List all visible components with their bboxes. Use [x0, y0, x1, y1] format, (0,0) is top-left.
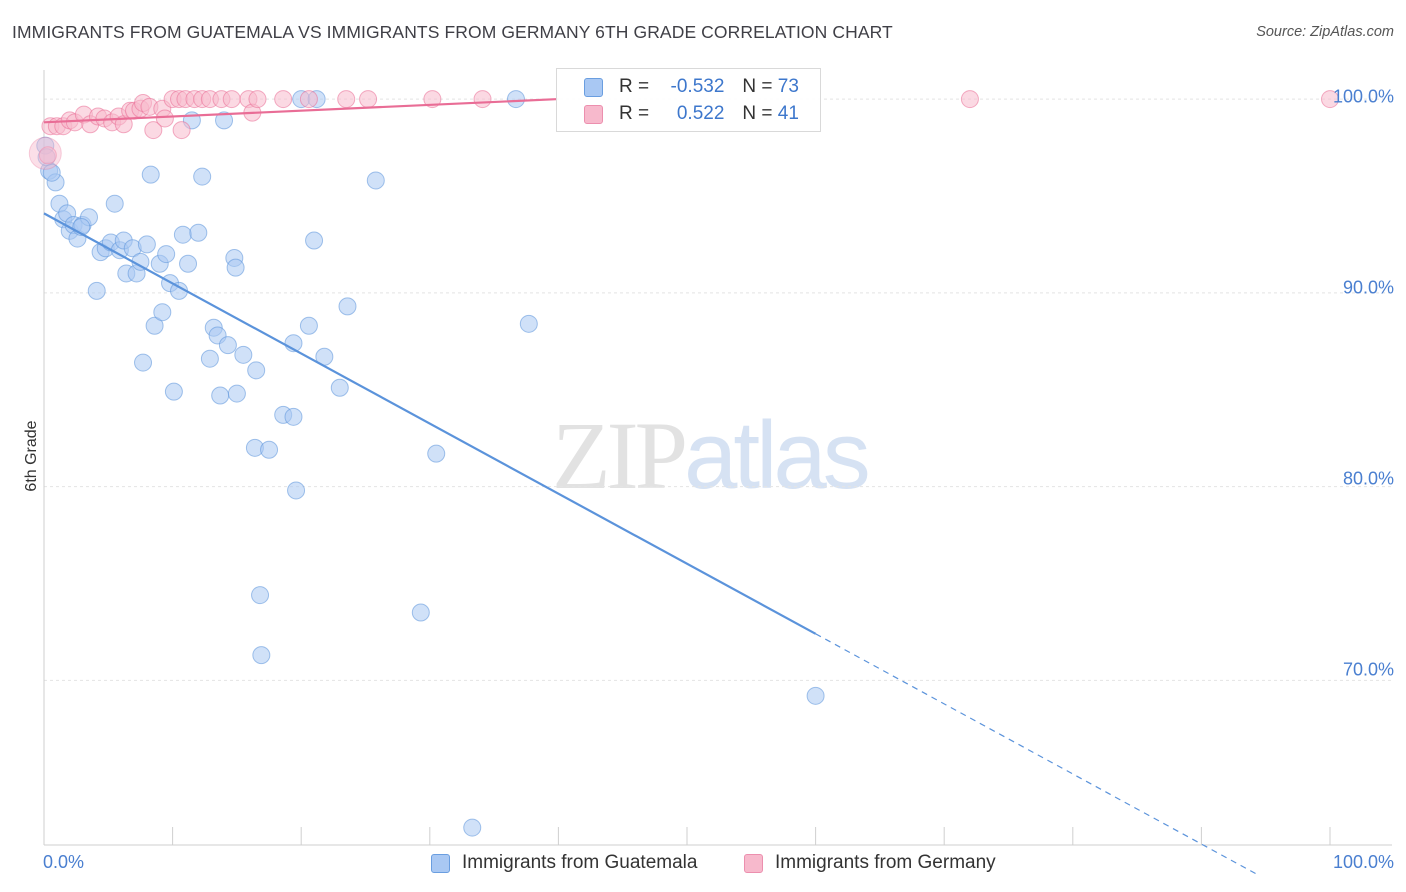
point-germany-23 [172, 121, 191, 140]
legend-swatch-guatemala [584, 77, 603, 97]
x-tick-label-min: 0.0% [43, 852, 85, 872]
chart-title: IMMIGRANTS FROM GUATEMALA VS IMMIGRANTS … [12, 22, 893, 42]
point-guatemala-35 [189, 223, 208, 242]
trendline-guatemala [43, 212, 817, 635]
point-guatemala-42 [218, 336, 237, 355]
point-germany-32 [248, 90, 267, 109]
y-tick-label-70: 70.0% [1342, 659, 1394, 680]
point-germany-40 [1321, 90, 1339, 109]
legend-n-value: 73 [777, 76, 799, 97]
point-guatemala-62 [338, 297, 357, 316]
bottom-legend-label-guatemala: Immigrants from Guatemala [462, 852, 698, 873]
y-tick-label-80: 80.0% [1342, 468, 1394, 489]
watermark-zip: ZIP [552, 402, 688, 509]
point-guatemala-48 [247, 361, 266, 380]
point-guatemala-68 [519, 314, 538, 333]
point-germany-38 [473, 90, 492, 109]
point-germany-35 [337, 90, 356, 109]
source-credit: Source: ZipAtlas.com [1256, 24, 1394, 40]
point-germany-18 [144, 121, 163, 140]
point-guatemala-41 [215, 111, 234, 130]
point-guatemala-53 [284, 407, 303, 426]
stats-legend: R = -0.532 N = 73 R = 0.522 N = 41 [556, 68, 821, 132]
point-guatemala-33 [179, 254, 198, 273]
bottom-legend-germany: Immigrants from Germany [744, 852, 996, 874]
point-guatemala-22 [134, 353, 153, 372]
bottom-legend-swatch-germany [744, 853, 763, 873]
bottom-legend-guatemala: Immigrants from Guatemala [431, 852, 697, 874]
point-guatemala-57 [299, 316, 318, 335]
point-guatemala-66 [463, 818, 482, 837]
legend-n-value: 41 [777, 103, 799, 124]
point-guatemala-11 [87, 281, 106, 300]
point-guatemala-45 [227, 384, 246, 403]
point-guatemala-65 [427, 444, 446, 463]
point-guatemala-51 [260, 440, 279, 459]
legend-swatch-germany [584, 104, 603, 124]
x-tick-label-max: 100.0% [1332, 852, 1394, 872]
point-guatemala-69 [806, 686, 825, 705]
y-axis-label: 6th Grade [23, 420, 40, 492]
point-germany-39 [960, 90, 979, 109]
legend-r-value: -0.532 [670, 76, 725, 97]
point-guatemala-32 [173, 225, 192, 244]
point-guatemala-30 [164, 382, 183, 401]
point-guatemala-27 [153, 303, 172, 322]
point-guatemala-37 [200, 349, 219, 368]
point-guatemala-15 [105, 194, 124, 213]
y-tick-label-100: 100.0% [1332, 86, 1394, 107]
point-germany-0 [38, 146, 57, 165]
point-guatemala-50 [252, 646, 271, 665]
point-guatemala-58 [305, 231, 324, 250]
legend-r-label: R = [619, 76, 650, 97]
bottom-legend-label-germany: Immigrants from Germany [775, 852, 996, 873]
point-guatemala-55 [287, 481, 306, 500]
watermark: ZIPatlas [552, 400, 871, 511]
legend-n-label: N = [742, 103, 773, 124]
point-guatemala-64 [411, 603, 430, 622]
legend-row-guatemala: R = -0.532 N = 73 [557, 74, 799, 100]
watermark-atlas: atlas [684, 402, 871, 509]
y-tick-label-90: 90.0% [1342, 277, 1394, 298]
point-guatemala-44 [226, 258, 245, 277]
point-guatemala-40 [211, 386, 230, 405]
point-guatemala-24 [141, 165, 160, 184]
point-guatemala-28 [157, 245, 176, 264]
legend-n-label: N = [742, 76, 773, 97]
trendline-germany [43, 97, 559, 124]
bottom-legend-swatch-guatemala [431, 853, 450, 873]
point-guatemala-63 [366, 171, 385, 190]
point-guatemala-71 [42, 163, 61, 182]
point-germany-34 [299, 90, 318, 109]
point-guatemala-49 [251, 586, 270, 605]
point-germany-20 [155, 109, 174, 128]
legend-row-germany: R = 0.522 N = 41 [557, 101, 799, 127]
point-germany-33 [274, 90, 293, 109]
legend-r-value: 0.522 [676, 103, 725, 124]
point-guatemala-25 [145, 316, 164, 335]
point-guatemala-67 [506, 90, 525, 109]
trendline-guatemala-extrapolated [815, 633, 1260, 877]
point-germany-37 [423, 90, 442, 109]
point-germany-29 [222, 90, 241, 109]
point-germany-36 [359, 90, 378, 109]
point-germany-cluster [28, 136, 62, 170]
point-guatemala-23 [137, 235, 156, 254]
legend-r-label: R = [619, 103, 650, 124]
point-guatemala-36 [193, 167, 212, 186]
point-guatemala-46 [234, 345, 253, 364]
point-guatemala-61 [330, 378, 349, 397]
